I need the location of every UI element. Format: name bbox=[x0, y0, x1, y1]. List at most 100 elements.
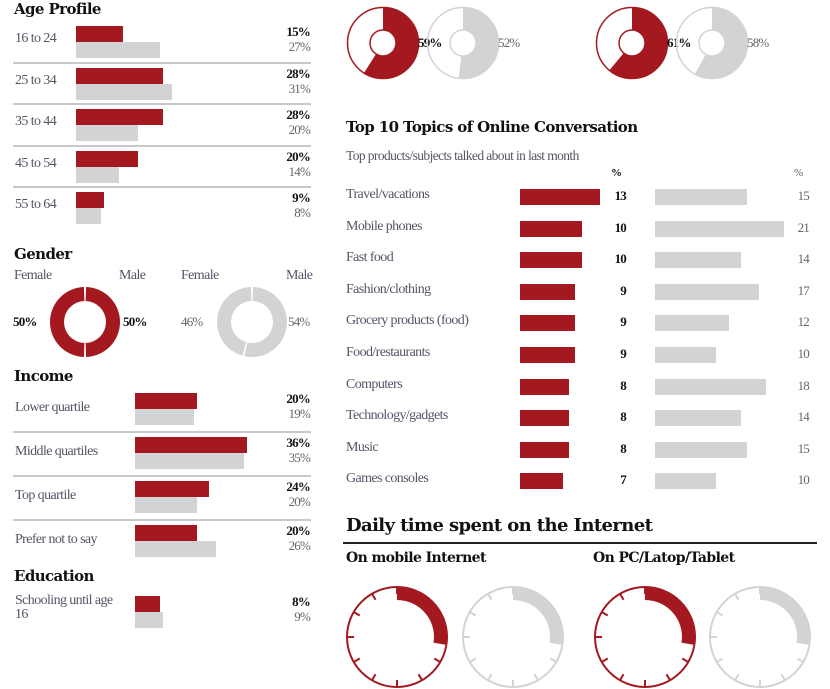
donut-value: 52% bbox=[498, 35, 520, 50]
topic-bar-red bbox=[520, 189, 600, 205]
bar-gray bbox=[135, 497, 197, 513]
gauge-tick bbox=[734, 673, 740, 681]
donut-slice bbox=[85, 287, 121, 357]
gauge-tick bbox=[533, 673, 539, 681]
section-title: Top 10 Topics of Online Conversation bbox=[346, 118, 638, 136]
donut-fill bbox=[694, 7, 748, 79]
female-label: Female bbox=[181, 268, 219, 283]
male-value: 54% bbox=[288, 314, 310, 329]
row-divider bbox=[13, 61, 311, 64]
topic-bar-gray bbox=[655, 410, 741, 427]
gauge-tick bbox=[716, 611, 724, 617]
topic-label: Computers bbox=[346, 376, 403, 392]
topic-bar-red bbox=[520, 252, 582, 269]
gauge-tick bbox=[469, 657, 477, 663]
topic-label: Food/restaurants bbox=[346, 345, 430, 360]
percentage-donut bbox=[595, 6, 669, 80]
gauge-fill bbox=[645, 587, 695, 645]
category-label: 16 to 24 bbox=[15, 31, 57, 46]
value-primary: 15% bbox=[286, 24, 310, 39]
topic-value-comparison: 10 bbox=[797, 346, 810, 361]
topic-bar-red bbox=[520, 315, 576, 332]
category-label: 55 to 64 bbox=[15, 197, 57, 212]
value-primary: 20% bbox=[286, 148, 310, 164]
bar-red bbox=[76, 26, 123, 42]
bar-red bbox=[135, 525, 197, 541]
category-label: Top quartile bbox=[15, 488, 76, 503]
clock-gauge bbox=[594, 586, 696, 688]
bar-red bbox=[135, 481, 210, 497]
donut-value: 58% bbox=[747, 35, 769, 50]
gauge-fill bbox=[760, 587, 810, 645]
value-comparison: 19% bbox=[288, 406, 311, 421]
topic-label: Games consoles bbox=[346, 471, 429, 487]
value-comparison: 26% bbox=[288, 538, 311, 553]
topic-label: Fast food bbox=[346, 250, 394, 266]
donut-slice bbox=[217, 287, 252, 356]
value-primary: 20% bbox=[286, 523, 310, 538]
gauge-tick bbox=[487, 673, 493, 681]
topic-label: Technology/gadgets bbox=[346, 408, 448, 424]
section-rule bbox=[343, 542, 817, 544]
topic-value-primary: 8 bbox=[620, 440, 626, 456]
topic-bar-gray bbox=[655, 441, 748, 458]
subsection-title: On mobile Internet bbox=[346, 550, 486, 566]
gauge-tick bbox=[619, 593, 625, 601]
category-label: Prefer not to say bbox=[15, 532, 98, 547]
gauge-tick bbox=[796, 657, 804, 663]
bar-red bbox=[135, 393, 197, 409]
subsection-title: On PC/Latop/Tablet bbox=[593, 550, 735, 566]
gauge-tick bbox=[353, 611, 361, 617]
topic-value-comparison: 15 bbox=[797, 188, 810, 203]
bar-gray bbox=[135, 409, 194, 425]
donut-slice bbox=[49, 287, 85, 357]
percentage-donut bbox=[675, 6, 749, 80]
topic-value-primary: 7 bbox=[620, 472, 626, 488]
topic-label: Mobile phones bbox=[346, 218, 422, 234]
female-value: 46% bbox=[181, 314, 203, 329]
clock-gauge bbox=[462, 586, 564, 688]
bar-gray bbox=[76, 166, 120, 183]
gauge-tick bbox=[780, 673, 786, 681]
donut-fill bbox=[363, 7, 419, 79]
bar-gray bbox=[76, 208, 101, 224]
bar-gray bbox=[135, 541, 216, 557]
bar-red bbox=[76, 109, 163, 125]
gauge-tick bbox=[716, 657, 724, 663]
donut-inner-outline bbox=[618, 29, 646, 57]
row-divider bbox=[13, 475, 311, 477]
female-value: 50% bbox=[13, 314, 37, 329]
row-divider bbox=[13, 103, 311, 105]
section-title: Education bbox=[14, 567, 94, 585]
percentage-donut bbox=[426, 6, 500, 80]
donut-inner-outline bbox=[369, 29, 397, 57]
value-comparison: 14% bbox=[288, 163, 311, 179]
topic-bar-red bbox=[520, 410, 570, 427]
topic-bar-gray bbox=[655, 252, 741, 269]
percent-header: % bbox=[611, 167, 622, 179]
bar-red bbox=[135, 437, 247, 453]
topic-label: Travel/vacations bbox=[346, 187, 430, 202]
topic-bar-gray bbox=[655, 347, 717, 363]
gauge-tick bbox=[487, 593, 493, 601]
topic-value-comparison: 18 bbox=[797, 377, 810, 393]
value-primary: 36% bbox=[286, 435, 310, 450]
category-label: 25 to 34 bbox=[15, 72, 57, 88]
value-primary: 28% bbox=[286, 65, 310, 81]
topic-value-comparison: 10 bbox=[797, 472, 810, 488]
value-primary: 20% bbox=[286, 391, 310, 406]
bar-red bbox=[135, 596, 160, 612]
topic-label: Fashion/clothing bbox=[346, 281, 431, 297]
row-divider bbox=[13, 431, 311, 433]
percent-header: % bbox=[794, 167, 803, 179]
bar-gray bbox=[135, 612, 163, 628]
clock-gauge bbox=[346, 586, 448, 688]
category-label: Lower quartile bbox=[15, 400, 90, 415]
male-label: Male bbox=[286, 268, 313, 283]
category-label: Schooling until age 16 bbox=[15, 593, 113, 622]
topic-value-primary: 10 bbox=[614, 219, 627, 235]
male-label: Male bbox=[119, 268, 146, 283]
value-comparison: 9% bbox=[294, 609, 311, 624]
topic-value-primary: 10 bbox=[614, 251, 627, 267]
donut-slice bbox=[244, 287, 287, 357]
